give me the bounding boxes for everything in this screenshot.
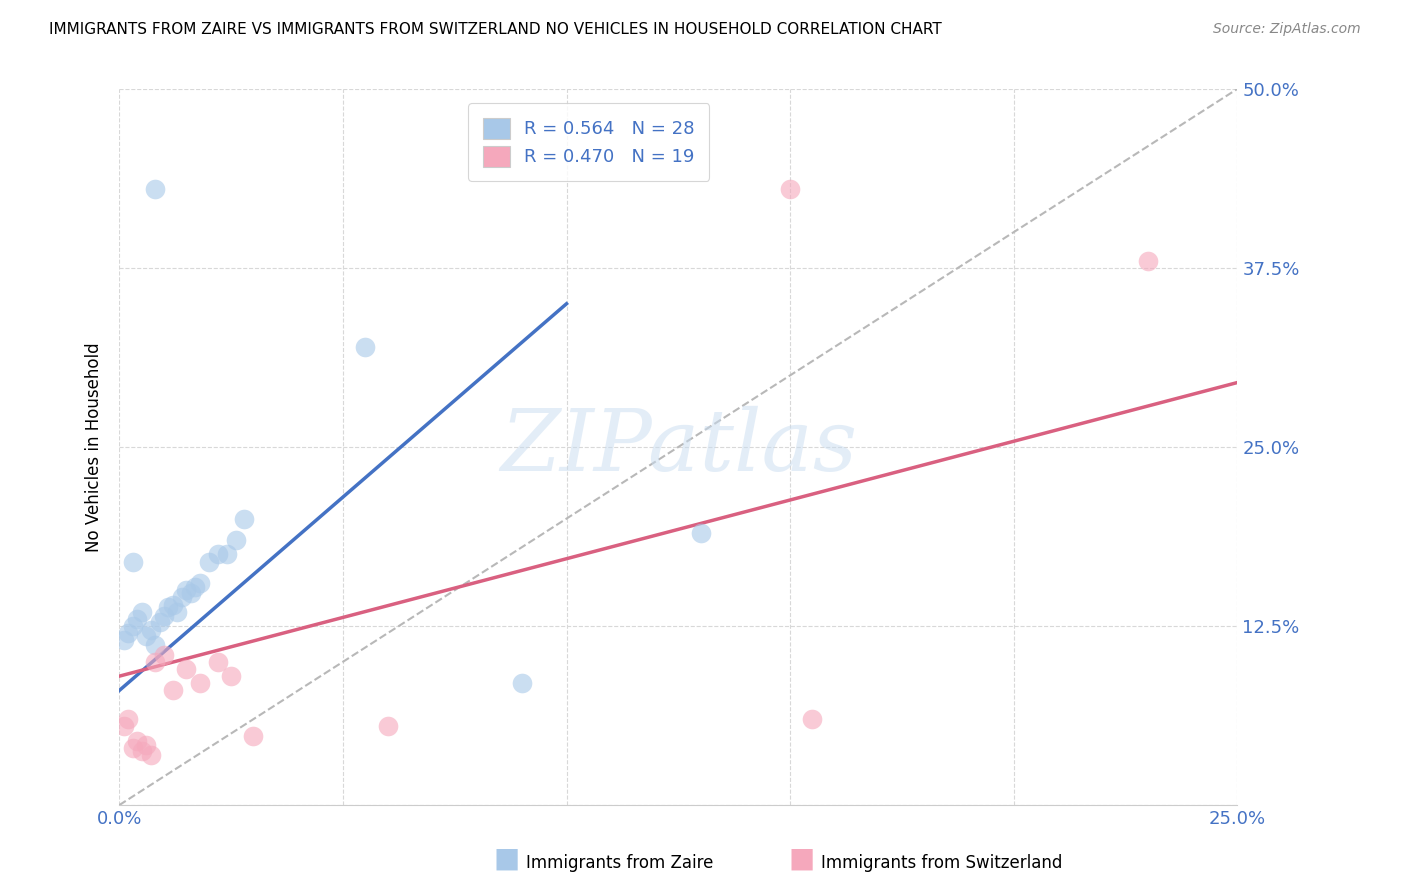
Text: Source: ZipAtlas.com: Source: ZipAtlas.com (1213, 22, 1361, 37)
Point (188, 576, 211, 591)
Point (215, 548, 238, 562)
Point (135, 629, 157, 643)
Legend: R = 0.564   N = 28, R = 0.470   N = 19: R = 0.564 N = 28, R = 0.470 N = 19 (468, 103, 710, 181)
Point (207, 655, 229, 669)
Point (117, 712, 139, 726)
Point (139, 747, 162, 762)
Point (225, 533, 247, 547)
Point (197, 555, 219, 569)
Point (180, 586, 202, 600)
Point (127, 612, 149, 626)
Point (219, 669, 242, 683)
Point (143, 638, 166, 652)
Point (112, 633, 135, 648)
Point (207, 548, 229, 562)
Point (143, 182, 166, 196)
Point (1136, 253, 1159, 268)
Point (801, 712, 824, 726)
Point (143, 655, 166, 669)
Point (121, 555, 143, 569)
Text: ■: ■ (789, 845, 814, 872)
Point (131, 605, 153, 619)
Point (354, 340, 377, 354)
Point (779, 182, 801, 196)
Point (121, 740, 143, 755)
Point (510, 676, 533, 690)
Point (166, 605, 188, 619)
Point (112, 719, 135, 733)
Text: ZIPatlas: ZIPatlas (499, 406, 856, 488)
Text: ■: ■ (494, 845, 519, 872)
Point (153, 648, 176, 662)
Point (233, 511, 256, 525)
Point (121, 619, 143, 633)
Point (162, 598, 184, 612)
Point (176, 583, 198, 598)
Y-axis label: No Vehicles in Household: No Vehicles in Household (86, 343, 103, 552)
Text: IMMIGRANTS FROM ZAIRE VS IMMIGRANTS FROM SWITZERLAND NO VEHICLES IN HOUSEHOLD CO: IMMIGRANTS FROM ZAIRE VS IMMIGRANTS FROM… (49, 22, 942, 37)
Point (127, 733, 149, 747)
Point (184, 580, 207, 594)
Text: Immigrants from Switzerland: Immigrants from Switzerland (821, 855, 1063, 872)
Point (117, 626, 139, 640)
Text: Immigrants from Zaire: Immigrants from Zaire (526, 855, 713, 872)
Point (148, 615, 170, 629)
Point (689, 525, 711, 540)
Point (170, 591, 193, 605)
Point (153, 609, 176, 624)
Point (377, 719, 399, 733)
Point (242, 729, 264, 743)
Point (188, 676, 211, 690)
Point (157, 600, 180, 615)
Point (139, 624, 162, 638)
Point (176, 662, 198, 676)
Point (131, 744, 153, 758)
Point (135, 738, 157, 752)
Point (162, 683, 184, 698)
